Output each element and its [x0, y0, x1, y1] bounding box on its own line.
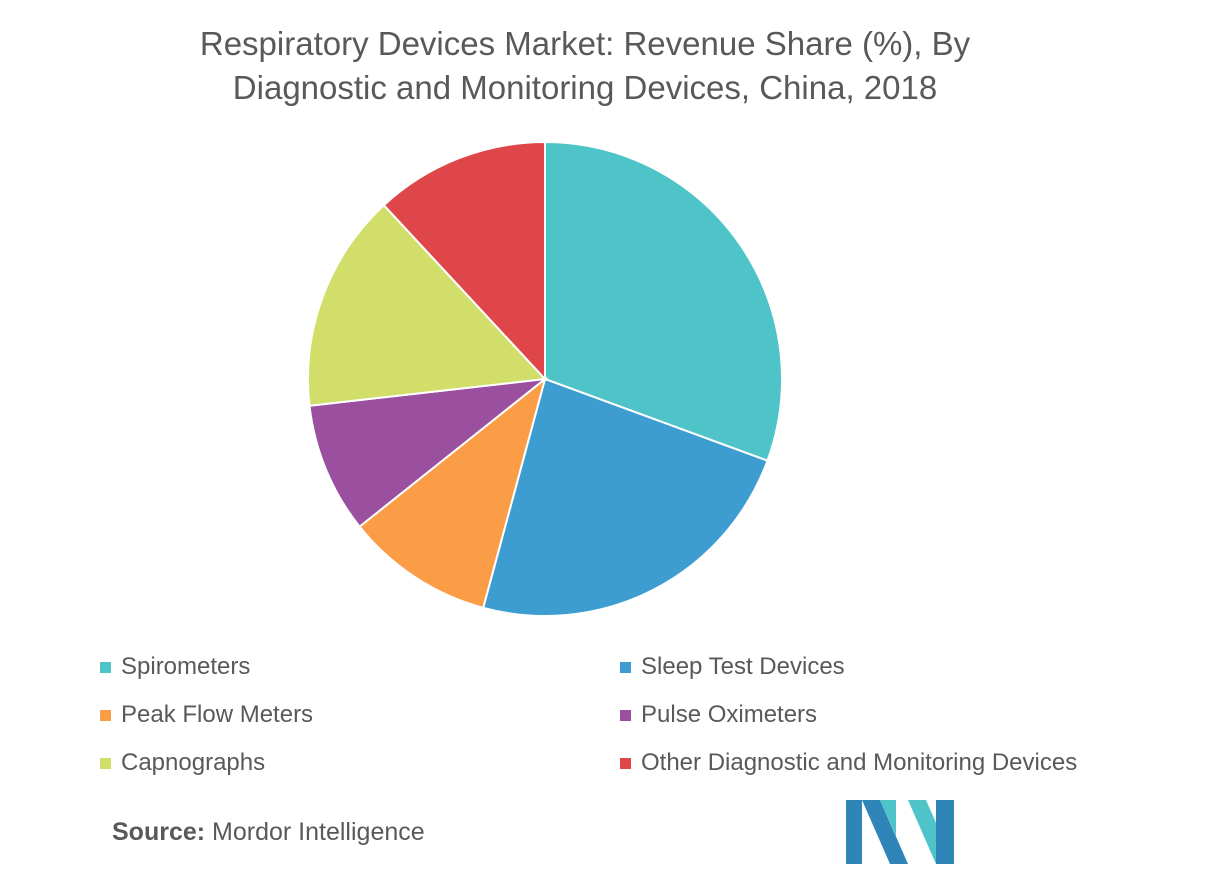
legend-label-capnographs: Capnographs — [121, 749, 266, 776]
legend-swatch-other-diagnostic-and-monitoring-devices — [620, 757, 631, 769]
legend-swatch-capnographs — [100, 757, 111, 769]
pie-slice-sleep-test-devices — [481, 377, 769, 618]
source-label: Source: — [112, 818, 206, 846]
legend-swatch-pulse-oximeters — [620, 709, 631, 721]
legend-label-peak-flow-meters: Peak Flow Meters — [121, 701, 314, 728]
pie-slice-pulse-oximeters — [308, 377, 549, 529]
legend-item-capnographs: Capnographs — [100, 749, 265, 777]
legend-label-pulse-oximeters: Pulse Oximeters — [641, 701, 818, 728]
legend-swatch-peak-flow-meters — [100, 709, 111, 721]
pie-slice-capnographs — [307, 203, 548, 407]
logo-shape-right — [936, 800, 954, 864]
chart-title: Respiratory Devices Market: Revenue Shar… — [60, 22, 1110, 110]
logo-shape-mid — [880, 800, 896, 836]
legend-item-pulse-oximeters: Pulse Oximeters — [620, 701, 817, 729]
source-text: Mordor Intelligence — [212, 818, 425, 846]
pie-slice-spirometers — [544, 140, 783, 462]
chart-title-line-1: Respiratory Devices Market: Revenue Shar… — [199, 25, 971, 62]
legend-item-other-diagnostic-and-monitoring-devices: Other Diagnostic and Monitoring Devices — [620, 749, 1077, 777]
pie-slice-other-diagnostic-and-monitoring-devices — [382, 140, 546, 382]
legend-label-spirometers: Spirometers — [121, 653, 251, 680]
logo-shape-left — [846, 800, 862, 864]
logo-shape-diagonal — [862, 800, 908, 864]
mordor-intelligence-logo-icon — [846, 800, 954, 864]
legend-item-sleep-test-devices: Sleep Test Devices — [620, 653, 845, 681]
legend-swatch-spirometers — [100, 661, 111, 673]
source-note: Source: Mordor Intelligence — [112, 818, 425, 847]
legend-swatch-sleep-test-devices — [620, 661, 631, 673]
pie-chart — [307, 140, 783, 618]
legend-label-sleep-test-devices: Sleep Test Devices — [641, 653, 845, 680]
pie-slice-peak-flow-meters — [358, 376, 547, 610]
chart-title-line-2: Diagnostic and Monitoring Devices, China… — [232, 69, 938, 106]
legend-item-spirometers: Spirometers — [100, 653, 250, 681]
legend-label-other-diagnostic-and-monitoring-devices: Other Diagnostic and Monitoring Devices — [641, 749, 1078, 776]
legend-item-peak-flow-meters: Peak Flow Meters — [100, 701, 313, 729]
